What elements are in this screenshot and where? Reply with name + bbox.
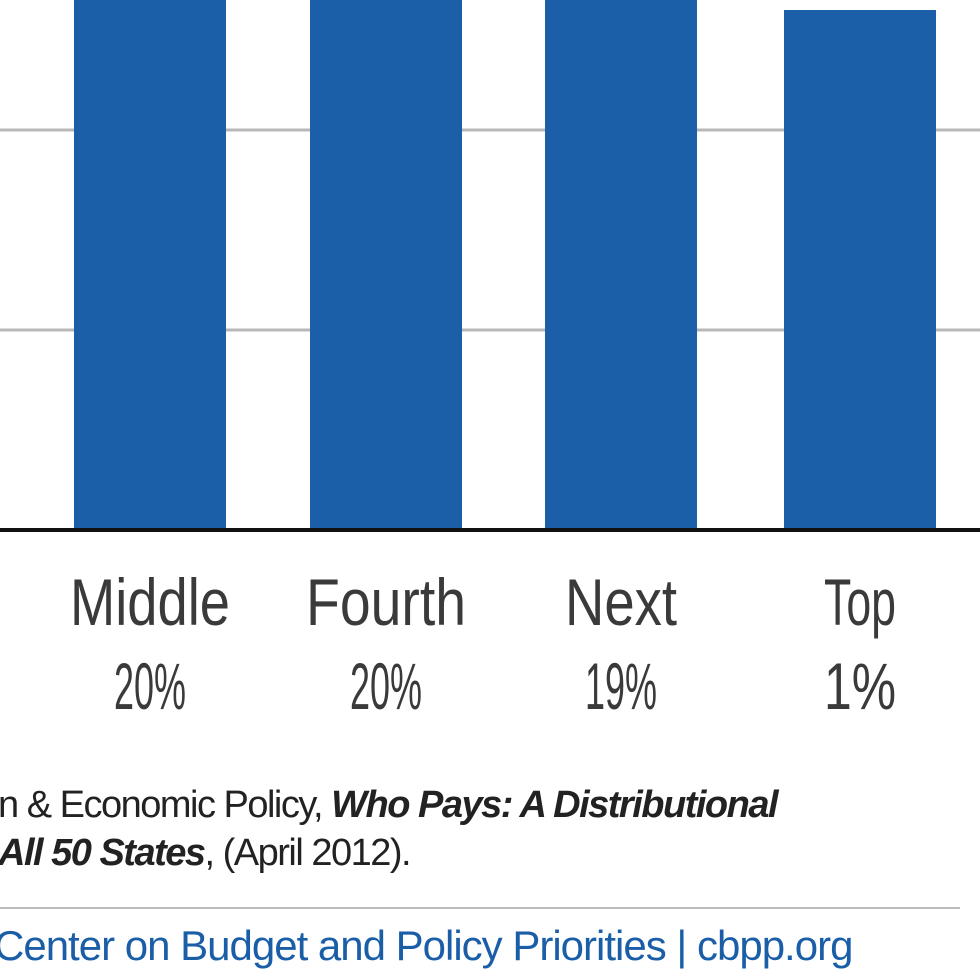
bar-next-19pct — [545, 0, 697, 530]
x-tick-label-2-line-2: 20% — [350, 649, 422, 723]
bar-top-1pct — [784, 10, 936, 530]
source-note-line-1: n & Economic Policy, Who Pays: A Distrib… — [0, 784, 779, 826]
footer-org: Center on Budget and Policy Priorities — [0, 922, 667, 969]
x-tick-label-2-line-1: Fourth — [306, 565, 466, 639]
x-tick-label-4-line-1: Top — [824, 565, 896, 639]
x-tick-label-4-line-2: 1% — [824, 649, 896, 723]
x-tick-label-1-line-1: Middle — [70, 565, 230, 639]
footer-url: cbpp.org — [696, 922, 853, 969]
x-tick-label-3-line-2: 19% — [585, 649, 657, 723]
bar-fourth-20pct — [310, 0, 462, 530]
footer-credit: Center on Budget and Policy Priorities |… — [0, 922, 853, 970]
source-note-line-2: All 50 States, (April 2012). — [0, 832, 412, 874]
x-tick-labels: Middle 20% Fourth 20% Next 19% Top 1% — [70, 565, 896, 723]
x-tick-label-1-line-2: 20% — [114, 649, 186, 723]
x-tick-label-3-line-1: Next — [565, 565, 677, 639]
footer-separator: | — [676, 922, 687, 969]
bar-chart: Middle 20% Fourth 20% Next 19% Top 1% — [0, 0, 980, 723]
bar-middle-20pct — [74, 0, 226, 530]
footer-divider — [0, 907, 960, 909]
bars — [74, 0, 936, 530]
